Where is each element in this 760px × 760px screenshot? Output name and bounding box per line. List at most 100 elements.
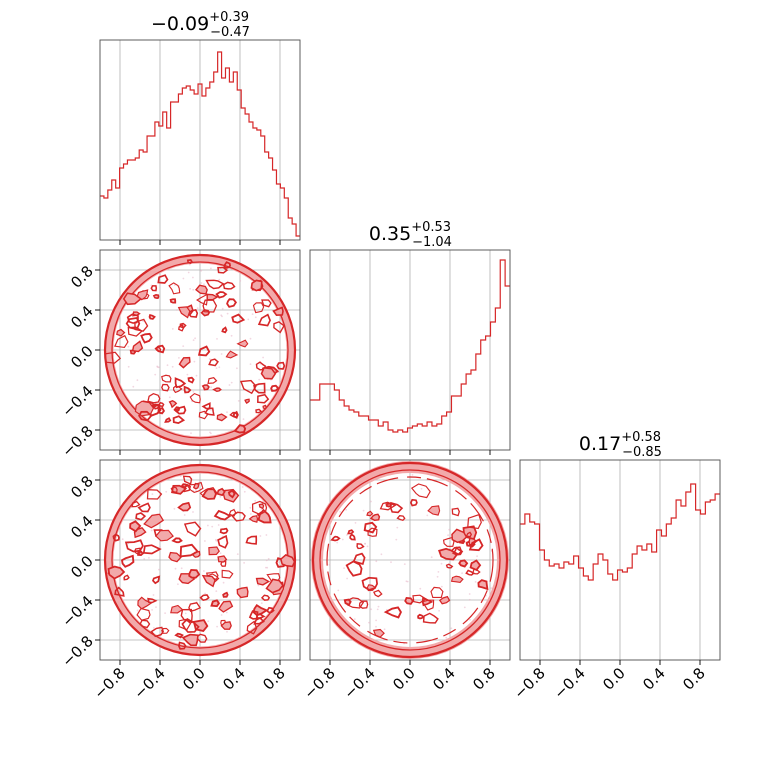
- contour-blob: [177, 501, 192, 512]
- contour-blob: [373, 589, 383, 598]
- sample-point: [438, 609, 440, 612]
- density-contours-1-0: [103, 253, 297, 447]
- contour-blob: [127, 326, 143, 337]
- contour-blob: [134, 318, 149, 332]
- contour-blob: [330, 535, 341, 542]
- contour-blob: [188, 568, 201, 579]
- x-tick-label: 0.4: [429, 664, 459, 694]
- sample-point: [236, 367, 238, 370]
- contour-blob: [430, 586, 444, 598]
- contour-blob: [213, 509, 232, 521]
- contour-blob: [256, 613, 266, 620]
- contour-blob: [212, 387, 222, 393]
- outer-contour: [103, 463, 297, 657]
- sample-point: [468, 598, 471, 601]
- contour-blob: [253, 382, 266, 394]
- contour-blob: [227, 489, 236, 499]
- contour-blob: [347, 529, 355, 535]
- sample-point: [341, 538, 344, 541]
- contour-blob: [138, 410, 153, 422]
- sample-point: [447, 534, 449, 537]
- contour-blob: [257, 313, 271, 327]
- contour-blob: [201, 488, 217, 500]
- contour-blob: [349, 533, 356, 541]
- contour-blob: [178, 356, 191, 369]
- sample-point: [121, 538, 124, 541]
- y-tick-label: −0.4: [58, 592, 96, 630]
- sample-point: [395, 538, 398, 541]
- contour-blob: [248, 610, 259, 620]
- sample-point: [221, 307, 224, 310]
- sample-point: [168, 396, 171, 399]
- sample-point: [196, 307, 199, 309]
- sample-point: [210, 386, 213, 389]
- sample-point: [187, 271, 190, 274]
- contour-blob: [280, 554, 296, 568]
- contour-blob: [219, 527, 229, 535]
- contour-blob: [205, 279, 225, 290]
- contour-blob: [422, 612, 439, 624]
- contour-blob: [137, 550, 144, 557]
- sample-point: [390, 561, 392, 564]
- sample-point: [265, 534, 268, 536]
- inner-contour: [111, 261, 289, 439]
- sample-point: [230, 334, 233, 337]
- sample-point: [203, 283, 205, 285]
- sample-point: [190, 432, 192, 435]
- contour-blob: [152, 403, 160, 410]
- x-tick-label: 0.0: [599, 664, 629, 694]
- contour-blob: [404, 596, 414, 605]
- sample-point: [215, 590, 218, 592]
- sample-point: [216, 338, 218, 340]
- contour-blob: [458, 559, 469, 568]
- contour-blob: [183, 385, 192, 394]
- contour-blob: [217, 555, 228, 563]
- sample-point: [375, 560, 378, 563]
- title-param-2-minus: −0.85: [622, 445, 662, 460]
- sample-point: [354, 522, 357, 524]
- contour-blob: [216, 487, 226, 497]
- sample-point: [346, 577, 348, 580]
- contour-blob: [257, 393, 270, 404]
- sample-point: [377, 605, 380, 608]
- sample-point: [180, 567, 183, 570]
- contour-blob: [207, 377, 218, 385]
- histogram-param-0: [100, 51, 300, 237]
- sample-point: [127, 345, 130, 348]
- x-tick-label: −0.8: [300, 664, 338, 702]
- y-tick-label: 0.0: [67, 552, 97, 582]
- sample-point: [192, 390, 195, 393]
- density-fill-2-1: [311, 461, 509, 659]
- sample-point: [164, 612, 167, 614]
- sample-point: [426, 514, 429, 517]
- contour-blob: [201, 384, 210, 391]
- sample-point: [216, 625, 219, 628]
- contour-blob: [465, 569, 476, 576]
- contour-blob: [246, 620, 258, 635]
- contour-blob: [189, 392, 201, 404]
- y-tick-label: 0.4: [67, 512, 97, 542]
- contour-blob: [469, 559, 482, 571]
- contour-blob: [123, 574, 130, 581]
- sample-point: [254, 499, 257, 502]
- sample-point: [445, 636, 448, 639]
- contour-blob: [161, 627, 170, 634]
- y-tick-label: 0.4: [67, 302, 97, 332]
- contour-blob: [240, 379, 257, 395]
- contour-blob: [210, 599, 221, 608]
- contour-blob: [266, 606, 275, 614]
- contour-blob: [174, 632, 184, 639]
- contour-blob: [412, 594, 428, 604]
- contour-blob: [197, 345, 211, 357]
- density-contours-2-1: [311, 461, 509, 659]
- sample-point: [440, 562, 443, 565]
- contour-blob: [206, 571, 219, 581]
- sample-point: [207, 524, 209, 527]
- sample-point: [220, 614, 223, 616]
- sample-point: [469, 618, 471, 621]
- contour-blob: [187, 376, 195, 384]
- sample-point: [370, 608, 373, 611]
- contour-blob: [152, 293, 160, 300]
- sample-point: [151, 493, 154, 495]
- contour-blob: [137, 502, 151, 513]
